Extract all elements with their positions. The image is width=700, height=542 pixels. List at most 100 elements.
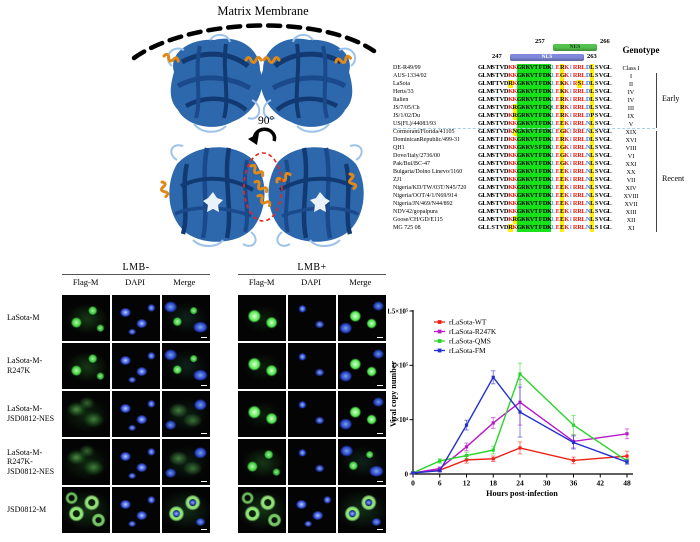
y-axis-label: Viral copy number — [389, 361, 398, 427]
x-tick-label: 24 — [516, 479, 524, 488]
construct-label: JSD0812-M — [7, 505, 47, 515]
micrograph-cell — [288, 295, 336, 341]
micrograph-cell — [288, 439, 336, 485]
strain-name: Goose/CH/GD/E115 — [393, 217, 443, 223]
early-bracket — [656, 73, 657, 128]
microscopy-grid: LaSota-M LaSota-M-R247K LaSota-M- JSD0812-N… — [2, 295, 398, 533]
micrograph-cell — [62, 343, 110, 389]
strain-name: JS/7/05/Ch — [393, 105, 420, 111]
legend-label: rLaSota-FM — [449, 346, 486, 355]
alignment-row: QH1 G L M S T V D K K G K K V S F D K L E G K I R R L N L S V G L VIII — [393, 144, 700, 152]
legend-item: rLaSota-FM — [434, 346, 486, 355]
genotype-value: IV — [627, 88, 635, 96]
genotype-value: VII — [626, 176, 636, 184]
genotype-value: XXI — [625, 160, 637, 168]
micrograph-cell — [338, 295, 386, 341]
strain-name: Cormorant/Florida/41105 — [393, 129, 455, 135]
channel-label: Flag-M — [72, 277, 99, 287]
alignment-rows: Early Recent DE-R49/99 G L M S T V D K K G R K V T F D K L… — [393, 64, 700, 232]
strain-name: Nigeria/KD/TW/03T/N45/720 — [393, 185, 467, 191]
rotation-label: 90° — [258, 115, 275, 127]
alignment-panel: 257 NES 266 247 NLS 263 Genotype Early R… — [393, 36, 700, 238]
x-tick-label: 0 — [411, 479, 415, 488]
micrograph-cell — [338, 439, 386, 485]
strain-name: AUS-1334/02 — [393, 73, 427, 79]
alignment-row: Nigeria/JN/469/N44/892 G L M S T V D K K G K K V T F D K L… — [393, 200, 700, 208]
strain-name: ZJ1 — [393, 177, 402, 183]
genotype-value: IV — [627, 96, 635, 104]
micrograph-cell — [338, 487, 386, 533]
alignment-row: DE-R49/99 G L M S T V D K K G R K V T F D K L E R K I R R L D L S V G L… — [393, 64, 700, 72]
alignment-row: Pak/Bul/BC-47 G L M S T V D K K G K K V T F D K L E G K I R R L N L… — [393, 160, 700, 168]
genotype-value: II — [628, 80, 634, 88]
micrograph-row: LaSota-M — [2, 295, 398, 341]
strain-name: Herts/33 — [393, 89, 414, 95]
alignment-row: Nigeria/OOT/4/1/N69/914 G L M S T V D K K G K K V T F D K… — [393, 192, 700, 200]
micrograph-cell — [338, 391, 386, 437]
genotype-value: XI — [627, 224, 635, 232]
micrograph-cell — [112, 391, 160, 437]
y-tick-label: 1.5×10⁵ — [388, 308, 408, 315]
strain-name: JS/1/02/Du — [393, 113, 421, 119]
y-tick-label: 0 — [405, 471, 409, 478]
micrograph-cell — [238, 343, 286, 389]
genotype-value: IX — [627, 112, 635, 120]
legend-item: rLaSota-WT — [434, 318, 487, 327]
micrograph-cell — [162, 295, 210, 341]
alignment-row: ZJ1 G L M S T V D K K G K K V T F D K L E E K I R R L N L S V G L VII — [393, 176, 700, 184]
genotype-value: VI — [627, 152, 635, 160]
x-tick-label: 42 — [597, 479, 605, 488]
channel-label: Merge — [173, 277, 196, 287]
series-rLaSota-FM — [410, 370, 630, 475]
protein-dimer-bottom — [169, 145, 363, 246]
legend-item: rLaSota-QMS — [434, 337, 491, 346]
genotype-value: XX — [626, 168, 636, 176]
micrograph-row: LaSota-M-R247K- JSD0812-NES — [2, 439, 398, 485]
micrograph-cell — [112, 295, 160, 341]
rotation-arrow-icon — [248, 127, 277, 145]
micrograph-cell — [62, 439, 110, 485]
microscopy-panel: LMB- Flag-M DAPI Merge LMB+ Flag-M DAPI Merge L… — [2, 262, 398, 540]
nes-bar: NES — [553, 44, 597, 51]
strain-name: QH1 — [393, 145, 405, 151]
micrograph-cell — [162, 487, 210, 533]
x-tick-label: 48 — [623, 479, 631, 488]
alignment-row: JS/1/02/Du G L M S T V D K R G R K V T F D K L E R K I R R L D P S V G… — [393, 112, 700, 120]
nes-start-number: 257 — [535, 38, 545, 45]
alignment-row: Bulgaria/Dolno Linevo/1160 G L M S T V D K K G K K V I… — [393, 168, 700, 176]
genotype-value: XVIII — [623, 192, 639, 200]
growth-chart-svg: 0 6 12 18 24 30 36 42 48 0 5×10⁴ 1×10⁵ 1.5×10⁵ rLaSot… — [387, 308, 633, 498]
construct-label: LaSota-M-R247K — [7, 356, 43, 375]
micrograph-cell — [288, 487, 336, 533]
micrograph-cell — [338, 343, 386, 389]
alignment-row: MG 725 08 G L L S T V D R K G K K V T F D K L E E K I R R L N L S I G L… — [393, 224, 700, 232]
micrograph-cell — [288, 343, 336, 389]
alignment-row: LaSota G L M T T V D R K G K K V T F D K L E K K I R S L D L S V G L II — [393, 80, 700, 88]
nls-bar: NLS — [510, 54, 584, 61]
membrane-dashed-arc — [131, 23, 377, 61]
strain-name: NDV42/gopalpura — [393, 209, 438, 215]
strain-name: DE-R49/99 — [393, 65, 421, 71]
strain-name: Dove/Italy/2736/00 — [393, 153, 440, 159]
genotype-value: I — [629, 72, 633, 80]
micrograph-row: LaSota-M- JSD0812-NES — [2, 391, 398, 437]
x-tick-label: 18 — [490, 479, 498, 488]
microscopy-header: LMB- Flag-M DAPI Merge LMB+ Flag-M DAPI Merge — [2, 262, 398, 295]
micrograph-cell — [238, 295, 286, 341]
genotype-value: XIX — [625, 128, 637, 136]
micrograph-cell — [112, 343, 160, 389]
